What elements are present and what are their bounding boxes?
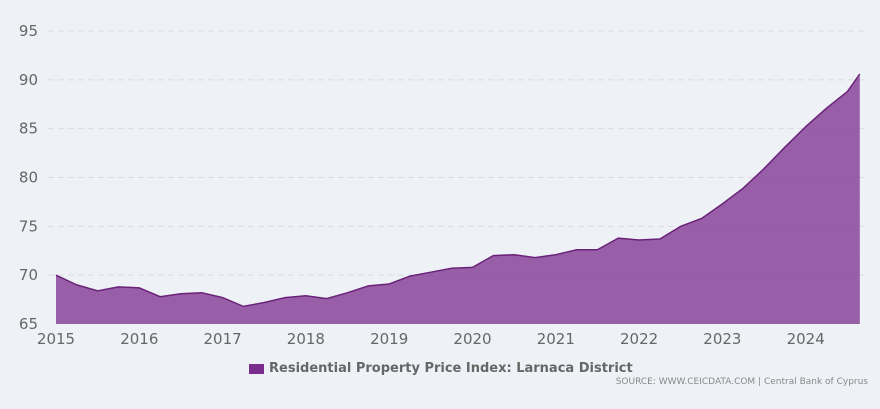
data-point[interactable] [386, 281, 392, 287]
x-tick-label: 2024 [787, 330, 825, 348]
data-point[interactable] [678, 223, 684, 229]
data-point[interactable] [511, 252, 517, 258]
data-point[interactable] [490, 253, 496, 259]
x-tick-label: 2015 [37, 330, 75, 348]
y-tick-label: 95 [19, 22, 38, 40]
data-point[interactable] [303, 293, 309, 299]
data-point[interactable] [761, 166, 767, 172]
data-point[interactable] [53, 272, 59, 278]
data-point[interactable] [220, 295, 226, 301]
series-area-group [53, 71, 863, 324]
data-point[interactable] [324, 296, 330, 302]
data-point[interactable] [261, 300, 267, 306]
data-point[interactable] [636, 237, 642, 243]
data-point[interactable] [365, 283, 371, 289]
data-point[interactable] [699, 216, 705, 222]
y-tick-label: 65 [19, 315, 38, 333]
data-point[interactable] [95, 288, 101, 294]
data-point[interactable] [407, 273, 413, 279]
data-point[interactable] [740, 185, 746, 191]
data-point[interactable] [136, 285, 142, 291]
legend-swatch [249, 363, 264, 374]
data-point[interactable] [844, 89, 850, 95]
data-point[interactable] [719, 201, 725, 207]
data-point[interactable] [782, 144, 788, 150]
x-tick-label: 2023 [703, 330, 741, 348]
data-point[interactable] [803, 124, 809, 130]
data-point[interactable] [553, 252, 559, 258]
x-axis: 2015 2016 2017 2018 2019 2020 2021 2022 2023 2024 [37, 330, 825, 348]
legend[interactable]: Residential Property Price Index: Larnac… [249, 361, 633, 376]
data-point[interactable] [615, 235, 621, 241]
data-point[interactable] [282, 295, 288, 301]
y-tick-label: 75 [19, 217, 38, 235]
data-point[interactable] [115, 284, 121, 290]
data-point[interactable] [199, 290, 205, 296]
y-tick-label: 70 [19, 266, 38, 284]
x-tick-label: 2016 [120, 330, 158, 348]
legend-label: Residential Property Price Index: Larnac… [269, 361, 633, 376]
x-tick-label: 2019 [370, 330, 408, 348]
x-tick-label: 2022 [620, 330, 658, 348]
data-point[interactable] [532, 255, 538, 261]
data-point[interactable] [178, 291, 184, 297]
data-point[interactable] [449, 265, 455, 271]
y-tick-label: 80 [19, 169, 38, 187]
data-point[interactable] [157, 294, 163, 300]
source-note: SOURCE: WWW.CEICDATA.COM | Central Bank … [615, 377, 868, 387]
data-point[interactable] [240, 303, 246, 309]
data-point[interactable] [428, 269, 434, 275]
data-point[interactable] [824, 105, 830, 111]
data-point[interactable] [657, 236, 663, 242]
data-point[interactable] [470, 264, 476, 270]
data-point[interactable] [74, 282, 80, 288]
data-point[interactable] [594, 247, 600, 253]
x-tick-label: 2020 [453, 330, 491, 348]
y-tick-label: 85 [19, 120, 38, 138]
x-tick-label: 2017 [204, 330, 242, 348]
series-line [55, 73, 861, 308]
y-axis: 65 70 75 80 85 90 95 [19, 22, 38, 333]
x-tick-label: 2018 [287, 330, 325, 348]
y-tick-label: 90 [19, 71, 38, 89]
x-tick-label: 2021 [537, 330, 575, 348]
data-point[interactable] [857, 71, 863, 77]
data-point[interactable] [345, 290, 351, 296]
series-area [56, 74, 860, 324]
data-point[interactable] [574, 247, 580, 253]
